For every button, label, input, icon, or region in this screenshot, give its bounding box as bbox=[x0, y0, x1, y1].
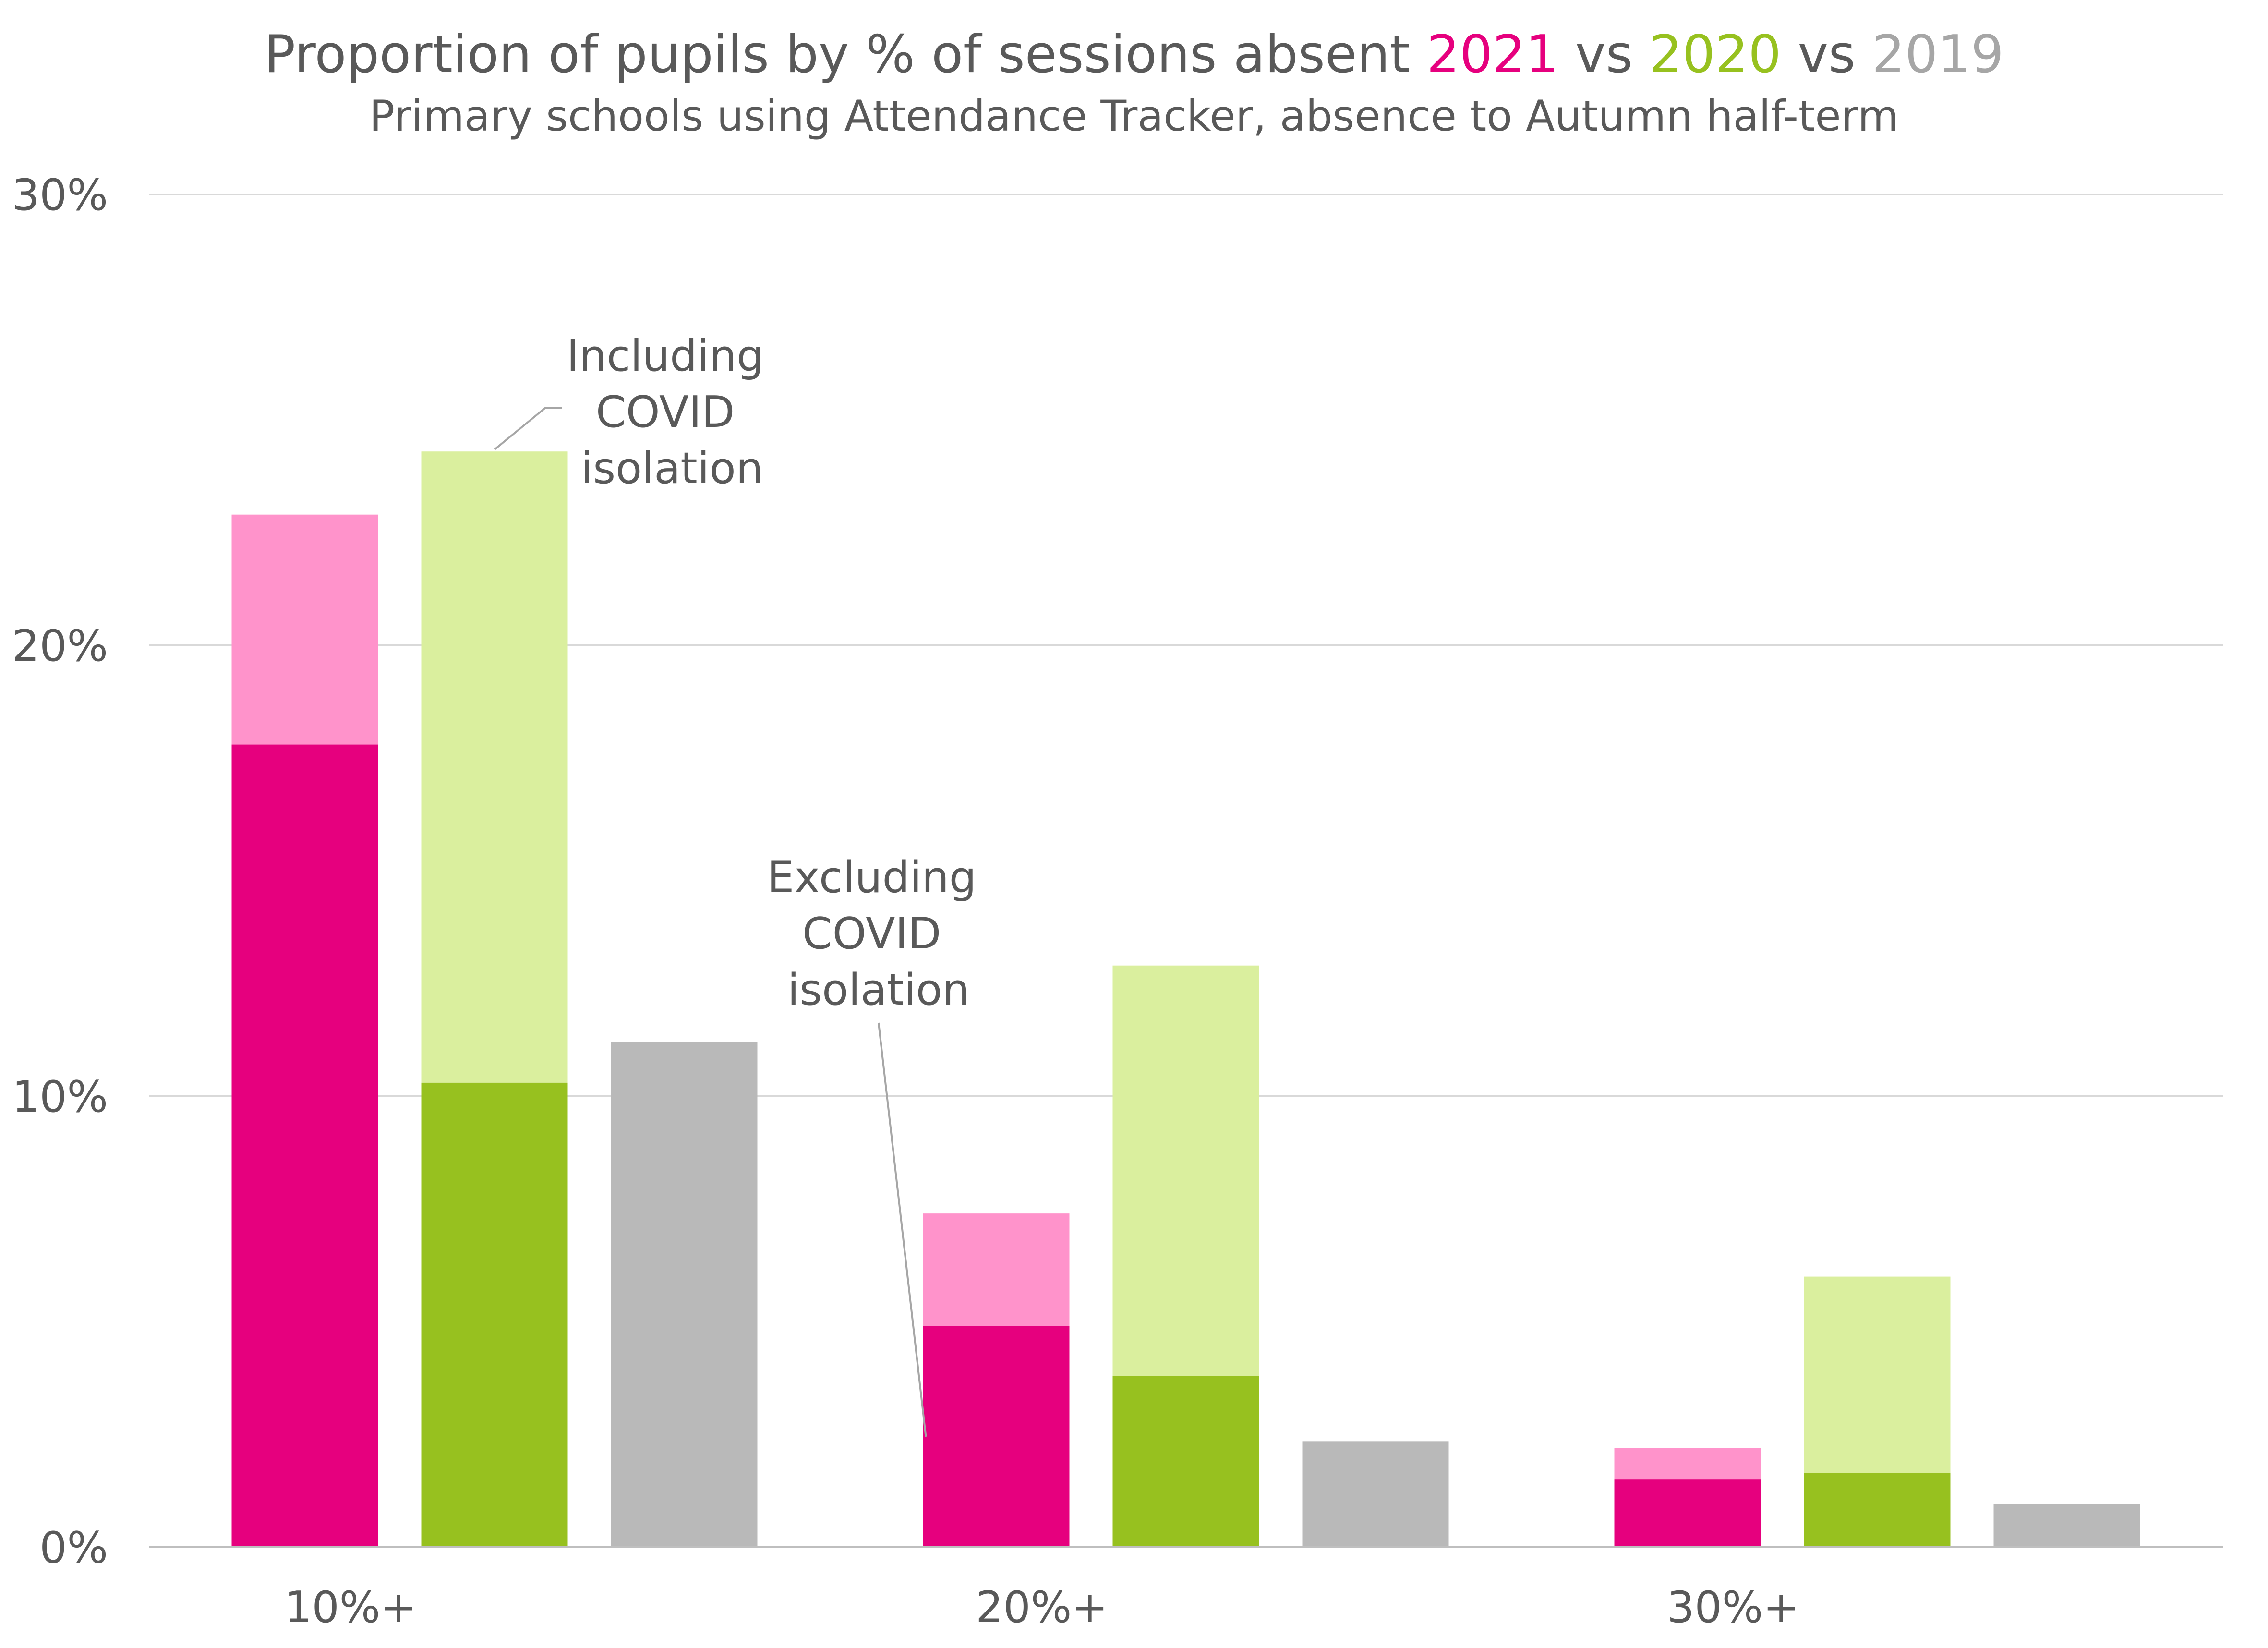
annotation-excluding-line-3: isolation bbox=[787, 965, 970, 1015]
bar-2020-excluding-covid-0 bbox=[421, 1082, 568, 1547]
bar-2020-including-covid-0 bbox=[421, 451, 568, 1083]
bar-2020-including-covid-1 bbox=[1112, 965, 1259, 1376]
y-tick-label: 30% bbox=[12, 170, 108, 220]
bar-2019-excluding-covid-0 bbox=[611, 1042, 758, 1547]
bar-2021-excluding-covid-1 bbox=[923, 1326, 1070, 1547]
bar-2021-including-covid-0 bbox=[231, 514, 378, 745]
y-tick-label: 0% bbox=[39, 1523, 108, 1573]
bar-2021-excluding-covid-2 bbox=[1614, 1479, 1761, 1547]
annotation-excluding-line-1: Excluding bbox=[767, 852, 977, 903]
bar-2021-excluding-covid-0 bbox=[231, 744, 378, 1547]
x-axis-ticks: 10%+ 20%+ 30%+ bbox=[284, 1582, 1799, 1633]
chart-title-prefix: Proportion of pupils by % of sessions ab… bbox=[264, 24, 1410, 85]
annotation-including-text: Including COVID isolation bbox=[567, 331, 778, 494]
annotation-including-line-3: isolation bbox=[581, 443, 763, 494]
annotation-excluding-line-2: COVID bbox=[802, 909, 941, 959]
annotation-including-line-2: COVID bbox=[596, 387, 735, 437]
bar-2019-excluding-covid-2 bbox=[1993, 1504, 2140, 1547]
annotation-including-leader-line bbox=[494, 407, 562, 450]
x-tick-label: 20%+ bbox=[976, 1582, 1108, 1633]
y-axis-ticks: 0% 10% 20% 30% bbox=[12, 170, 108, 1573]
chart-title-year-2020: 2020 bbox=[1649, 24, 1781, 85]
annotation-including-covid: Including COVID isolation bbox=[494, 331, 778, 494]
y-tick-label: 10% bbox=[12, 1072, 108, 1122]
chart-subtitle: Primary schools using Attendance Tracker… bbox=[369, 91, 1899, 141]
annotation-excluding-text: Excluding COVID isolation bbox=[767, 852, 990, 1015]
chart-title-sep-2: vs bbox=[1798, 24, 1855, 85]
chart-title-year-2019: 2019 bbox=[1872, 24, 2004, 85]
x-tick-label: 30%+ bbox=[1667, 1582, 1799, 1633]
bar-2020-excluding-covid-2 bbox=[1804, 1473, 1951, 1547]
x-tick-label: 10%+ bbox=[284, 1582, 416, 1633]
y-tick-label: 20% bbox=[12, 621, 108, 671]
bar-2019-excluding-covid-1 bbox=[1302, 1441, 1449, 1547]
bars bbox=[231, 451, 2140, 1547]
bar-2021-including-covid-2 bbox=[1614, 1448, 1761, 1480]
annotation-excluding-covid: Excluding COVID isolation bbox=[767, 852, 990, 1437]
chart-title-sep-1: vs bbox=[1575, 24, 1633, 85]
annotation-including-line-1: Including bbox=[567, 331, 764, 381]
chart-title: Proportion of pupils by % of sessions ab… bbox=[264, 24, 2004, 85]
annotation-excluding-leader-line bbox=[878, 1022, 927, 1437]
bar-2020-excluding-covid-1 bbox=[1112, 1376, 1259, 1547]
bar-2021-including-covid-1 bbox=[923, 1213, 1070, 1326]
bar-2020-including-covid-2 bbox=[1804, 1276, 1951, 1473]
chart-title-year-2021: 2021 bbox=[1426, 24, 1558, 85]
